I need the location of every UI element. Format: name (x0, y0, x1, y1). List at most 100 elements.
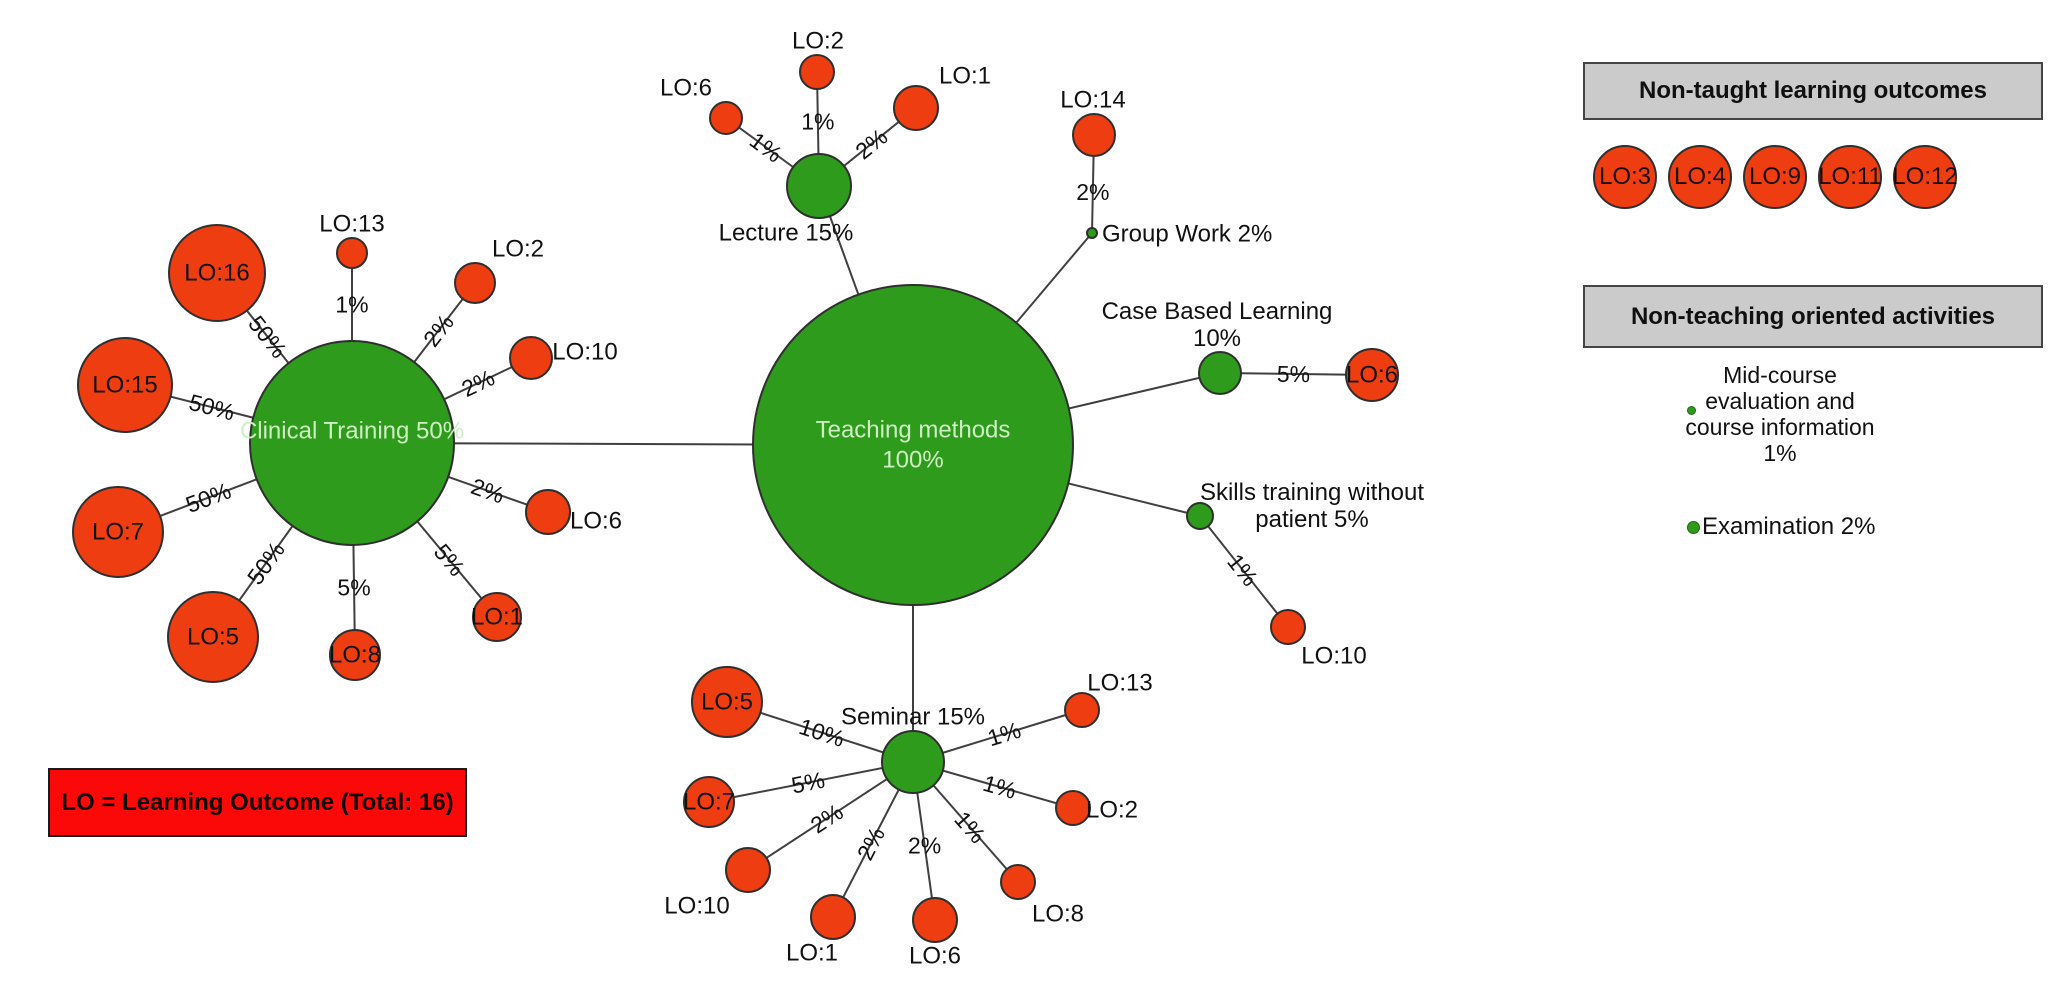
node-teaching-circle (752, 284, 1074, 606)
node-se_lo8-label: LO:8 (1032, 901, 1084, 928)
examination-dot-icon (1687, 521, 1700, 534)
node-cb_lo6-label: LO:6 (1346, 362, 1398, 389)
node-casebased-circle (1198, 351, 1242, 395)
node-seminar-circle (881, 730, 945, 794)
edge-seminar-se_lo10 (747, 761, 914, 871)
node-lo14-label: LO:14 (1060, 87, 1125, 114)
node-se_lo1-circle (810, 894, 856, 940)
node-casebased-label: Case Based Learning (1102, 298, 1333, 325)
node-se_lo5-label: LO:5 (701, 689, 753, 716)
edge-seminar-se_lo7 (708, 761, 914, 803)
midcourse-line: evaluation and (1705, 388, 1855, 414)
outcome-label: LO:12 (1892, 163, 1958, 190)
node-cl_lo13-label: LO:13 (319, 211, 384, 238)
non-taught-outcome-lo9: LO:9 (1743, 145, 1807, 209)
edge-label-clinical-cl_lo16: 50% (243, 311, 292, 363)
node-sk_lo10-circle (1270, 609, 1306, 645)
edge-label-clinical-cl_lo13: 1% (335, 292, 368, 318)
edge-label-clinical-cl_lo7: 50% (182, 477, 234, 518)
node-cl_lo16-label: LO:16 (184, 260, 249, 287)
node-lo14-circle (1072, 113, 1116, 157)
non-teaching-activities-header: Non-teaching oriented activities (1583, 285, 2043, 348)
lo-legend-box: LO = Learning Outcome (Total: 16) (48, 768, 467, 837)
node-cl_lo8-circle (329, 629, 381, 681)
edge-label-seminar-se_lo8: 1% (949, 806, 990, 848)
node-lec_lo6-circle (709, 101, 743, 135)
midcourse-line: Mid-course (1723, 362, 1837, 388)
node-se_lo10-label: LO:10 (664, 893, 729, 920)
outcome-label: LO:9 (1748, 163, 1802, 190)
edge-label-casebased-cb_lo6: 5% (1277, 361, 1311, 387)
node-cl_lo1-label: LO:1 (471, 604, 523, 631)
node-cl_lo5-circle (167, 591, 259, 683)
node-cl_lo2-label: LO:2 (492, 236, 544, 263)
node-clinical-circle (249, 340, 455, 546)
edge-label-seminar-se_lo10: 2% (806, 798, 848, 838)
node-cl_lo5-label: LO:5 (187, 624, 239, 651)
edge-label-seminar-se_lo1: 2% (852, 823, 890, 864)
edge-label-skills-sk_lo10: 1% (1222, 549, 1263, 591)
non-taught-outcome-lo11: LO:11 (1818, 145, 1882, 209)
node-skills-label: Skills training without (1200, 479, 1424, 506)
node-skills-label: patient 5% (1255, 506, 1368, 533)
node-cl_lo7-label: LO:7 (92, 519, 144, 546)
node-se_lo6-label: LO:6 (909, 943, 961, 970)
node-cl_lo7-circle (72, 486, 164, 578)
non-taught-outcome-lo3: LO:3 (1593, 145, 1657, 209)
node-se_lo6-circle (912, 897, 958, 943)
node-cl_lo8-label: LO:8 (329, 642, 381, 669)
edge-label-lecture-lec_lo6: 1% (745, 127, 787, 168)
outcome-label: LO:3 (1598, 163, 1652, 190)
node-se_lo2-circle (1055, 790, 1091, 826)
node-se_lo5-circle (691, 666, 763, 738)
node-se_lo13-circle (1064, 692, 1100, 728)
non-taught-outcomes-title: Non-taught learning outcomes (1639, 77, 1987, 104)
lo-legend-text: LO = Learning Outcome (Total: 16) (61, 788, 454, 816)
node-teaching-label: Teaching methods (816, 417, 1011, 444)
node-cl_lo15-label: LO:15 (92, 372, 157, 399)
edge-label-seminar-se_lo6: 2% (908, 832, 941, 858)
edge-label-clinical-cl_lo6: 2% (468, 473, 508, 509)
edge-label-clinical-cl_lo8: 5% (337, 574, 370, 600)
node-lec_lo2-circle (799, 54, 835, 90)
node-cl_lo10-label: LO:10 (552, 339, 617, 366)
edge-label-seminar-se_lo13: 1% (984, 717, 1023, 752)
edge-label-lo14-groupwork: 2% (1076, 179, 1109, 205)
edge-label-clinical-cl_lo5: 50% (242, 537, 290, 590)
non-teaching-activities-title: Non-teaching oriented activities (1630, 302, 1996, 330)
midcourse-line: 1% (1763, 440, 1797, 466)
node-se_lo1-label: LO:1 (786, 940, 838, 967)
node-se_lo7-label: LO:7 (683, 789, 735, 816)
edge-label-clinical-cl_lo1: 5% (429, 539, 470, 581)
node-se_lo10-circle (725, 847, 771, 893)
node-cl_lo2-circle (454, 262, 496, 304)
node-lecture-circle (786, 153, 852, 219)
node-cl_lo10-circle (509, 336, 553, 380)
node-lec_lo6-label: LO:6 (660, 75, 712, 102)
node-cl_lo1-circle (472, 592, 522, 642)
node-se_lo7-circle (683, 776, 735, 828)
edge-label-lecture-lec_lo1: 2% (850, 123, 892, 164)
edge-label-lecture-lec_lo2: 1% (801, 109, 834, 135)
examination-label: Examination 2% (1702, 513, 1876, 540)
node-se_lo2-label: LO:2 (1086, 797, 1138, 824)
non-taught-outcomes-header: Non-taught learning outcomes (1583, 62, 2043, 120)
midcourse-line: course information (1685, 414, 1875, 440)
node-groupwork-circle (1086, 227, 1098, 239)
node-cl_lo13-circle (336, 237, 368, 269)
edge-label-seminar-se_lo7: 5% (789, 767, 827, 799)
non-taught-outcome-lo12: LO:12 (1892, 145, 1958, 209)
edge-label-clinical-cl_lo2: 2% (418, 309, 459, 351)
edge-label-clinical-cl_lo15: 50% (186, 389, 237, 426)
node-cl_lo16-circle (168, 224, 266, 322)
non-taught-outcomes-row: LO:3 LO:4 LO:9 LO:11 LO:12 (1593, 145, 1958, 209)
outcome-label: LO:4 (1673, 163, 1727, 190)
outcome-label: LO:11 (1818, 163, 1882, 190)
midcourse-evaluation-label: Mid-course evaluation and course informa… (1650, 362, 1910, 466)
node-lecture-label: Lecture 15% (719, 220, 854, 247)
node-sk_lo10-label: LO:10 (1301, 643, 1366, 670)
node-skills-circle (1186, 502, 1214, 530)
node-lec_lo1-circle (893, 85, 939, 131)
node-lec_lo2-label: LO:2 (792, 28, 844, 55)
